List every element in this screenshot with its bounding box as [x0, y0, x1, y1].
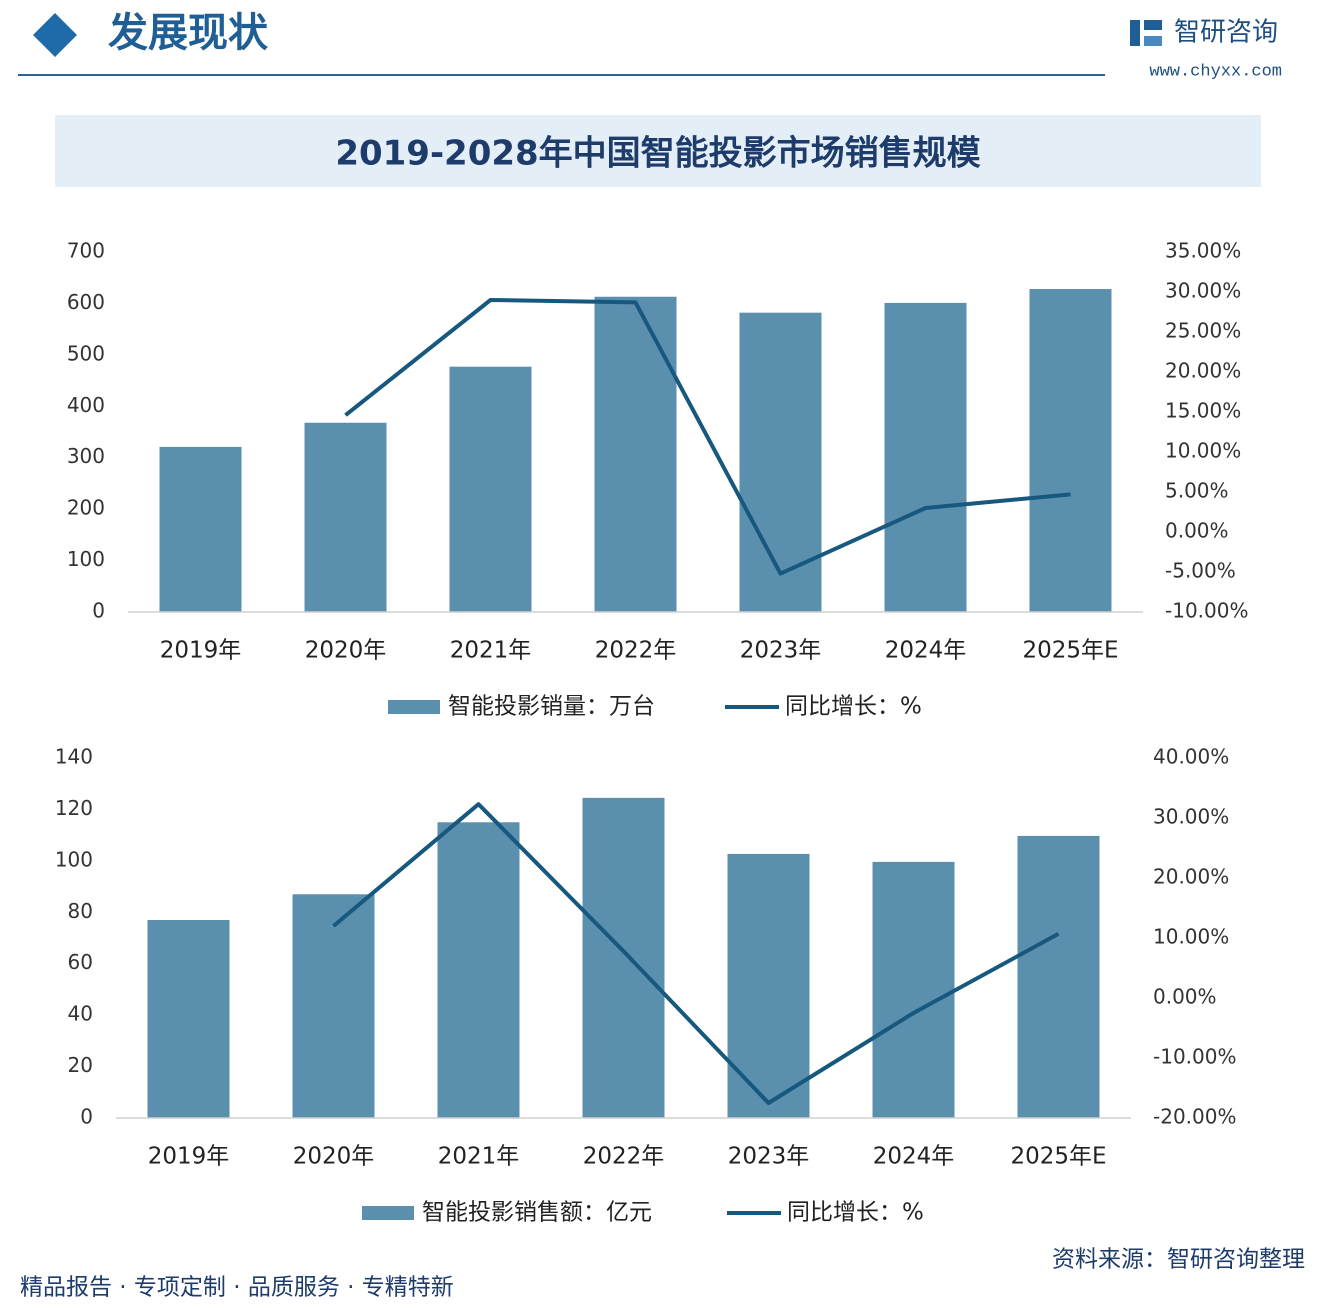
y-tick-label: 100: [55, 847, 93, 871]
y2-tick-label: 10.00%: [1153, 925, 1229, 949]
title-banner: [55, 115, 1261, 187]
legend-swatch: [388, 700, 440, 714]
y2-tick-label: 0.00%: [1165, 519, 1229, 543]
bar: [304, 422, 387, 612]
y-tick-label: 0: [80, 1105, 93, 1129]
bar: [1017, 835, 1100, 1118]
x-tick-label: 2022年: [595, 638, 677, 664]
x-tick-label: 2024年: [873, 1144, 955, 1170]
x-tick-label: 2021年: [450, 638, 532, 664]
brand-logo: [1130, 20, 1162, 46]
y-tick-label: 120: [55, 796, 93, 820]
y-tick-label: 20: [68, 1053, 93, 1077]
bar: [727, 853, 810, 1118]
y2-tick-label: -10.00%: [1165, 599, 1248, 623]
x-tick-label: 2023年: [740, 638, 822, 664]
x-tick-label: 2025年E: [1010, 1144, 1106, 1170]
y-tick-label: 300: [67, 444, 105, 468]
line: [344, 298, 1071, 576]
y-tick-label: 40: [68, 1002, 93, 1026]
y2-tick-label: 0.00%: [1153, 985, 1217, 1009]
y2-tick-label: 25.00%: [1165, 319, 1241, 343]
y2-tick-label: -10.00%: [1153, 1045, 1236, 1069]
legend-swatch: [362, 1206, 414, 1220]
y-tick-label: 600: [67, 290, 105, 314]
legend-label: 同比增长：%: [785, 694, 922, 720]
x-tick-label: 2019年: [160, 638, 242, 664]
y2-tick-label: 5.00%: [1165, 479, 1229, 503]
chart-title: 2019-2028年中国智能投影市场销售规模: [335, 134, 980, 174]
header-title: 发展现状: [108, 10, 269, 56]
bar: [594, 296, 677, 612]
bar: [449, 366, 532, 612]
y2-tick-label: 40.00%: [1153, 745, 1229, 769]
y2-tick-label: 30.00%: [1153, 805, 1229, 829]
bar: [1029, 289, 1112, 612]
y-tick-label: 140: [55, 745, 93, 769]
x-tick-label: 2025年E: [1022, 638, 1118, 664]
x-tick-label: 2019年: [148, 1144, 230, 1170]
y-tick-label: 0: [92, 599, 105, 623]
bar: [582, 797, 665, 1118]
y-tick-label: 80: [68, 899, 93, 923]
y2-tick-label: 15.00%: [1165, 399, 1241, 423]
y-tick-label: 500: [67, 341, 105, 365]
y2-tick-label: 10.00%: [1165, 439, 1241, 463]
brand-name: 智研咨询: [1174, 18, 1278, 48]
legend-label: 同比增长：%: [787, 1200, 924, 1226]
line: [332, 802, 1060, 1105]
x-tick-label: 2024年: [885, 638, 967, 664]
bar: [437, 822, 520, 1118]
bar: [739, 312, 822, 612]
bar: [147, 920, 230, 1118]
y2-tick-label: 20.00%: [1153, 865, 1229, 889]
website: www.chyxx.com: [1149, 62, 1282, 81]
y-tick-label: 700: [67, 239, 105, 263]
y-tick-label: 60: [68, 950, 93, 974]
x-tick-label: 2020年: [305, 638, 387, 664]
bar: [884, 302, 967, 612]
y2-tick-label: 20.00%: [1165, 359, 1241, 383]
footer: 精品报告 · 专项定制 · 品质服务 · 专精特新: [20, 1275, 454, 1301]
x-tick-label: 2020年: [293, 1144, 375, 1170]
y-tick-label: 200: [67, 496, 105, 520]
y2-tick-label: 30.00%: [1165, 279, 1241, 303]
y-tick-label: 100: [67, 547, 105, 571]
legend-label: 智能投影销售额：亿元: [422, 1200, 652, 1226]
source: 资料来源：智研咨询整理: [1052, 1247, 1305, 1273]
header-diamond: [33, 13, 77, 57]
x-tick-label: 2021年: [438, 1144, 520, 1170]
y-tick-label: 400: [67, 393, 105, 417]
y2-tick-label: -5.00%: [1165, 559, 1236, 583]
bar: [872, 861, 955, 1118]
bar: [292, 894, 375, 1118]
y2-tick-label: -20.00%: [1153, 1105, 1236, 1129]
x-tick-label: 2023年: [728, 1144, 810, 1170]
legend-label: 智能投影销量：万台: [448, 694, 655, 720]
x-tick-label: 2022年: [583, 1144, 665, 1170]
bar: [159, 446, 242, 612]
y2-tick-label: 35.00%: [1165, 239, 1241, 263]
